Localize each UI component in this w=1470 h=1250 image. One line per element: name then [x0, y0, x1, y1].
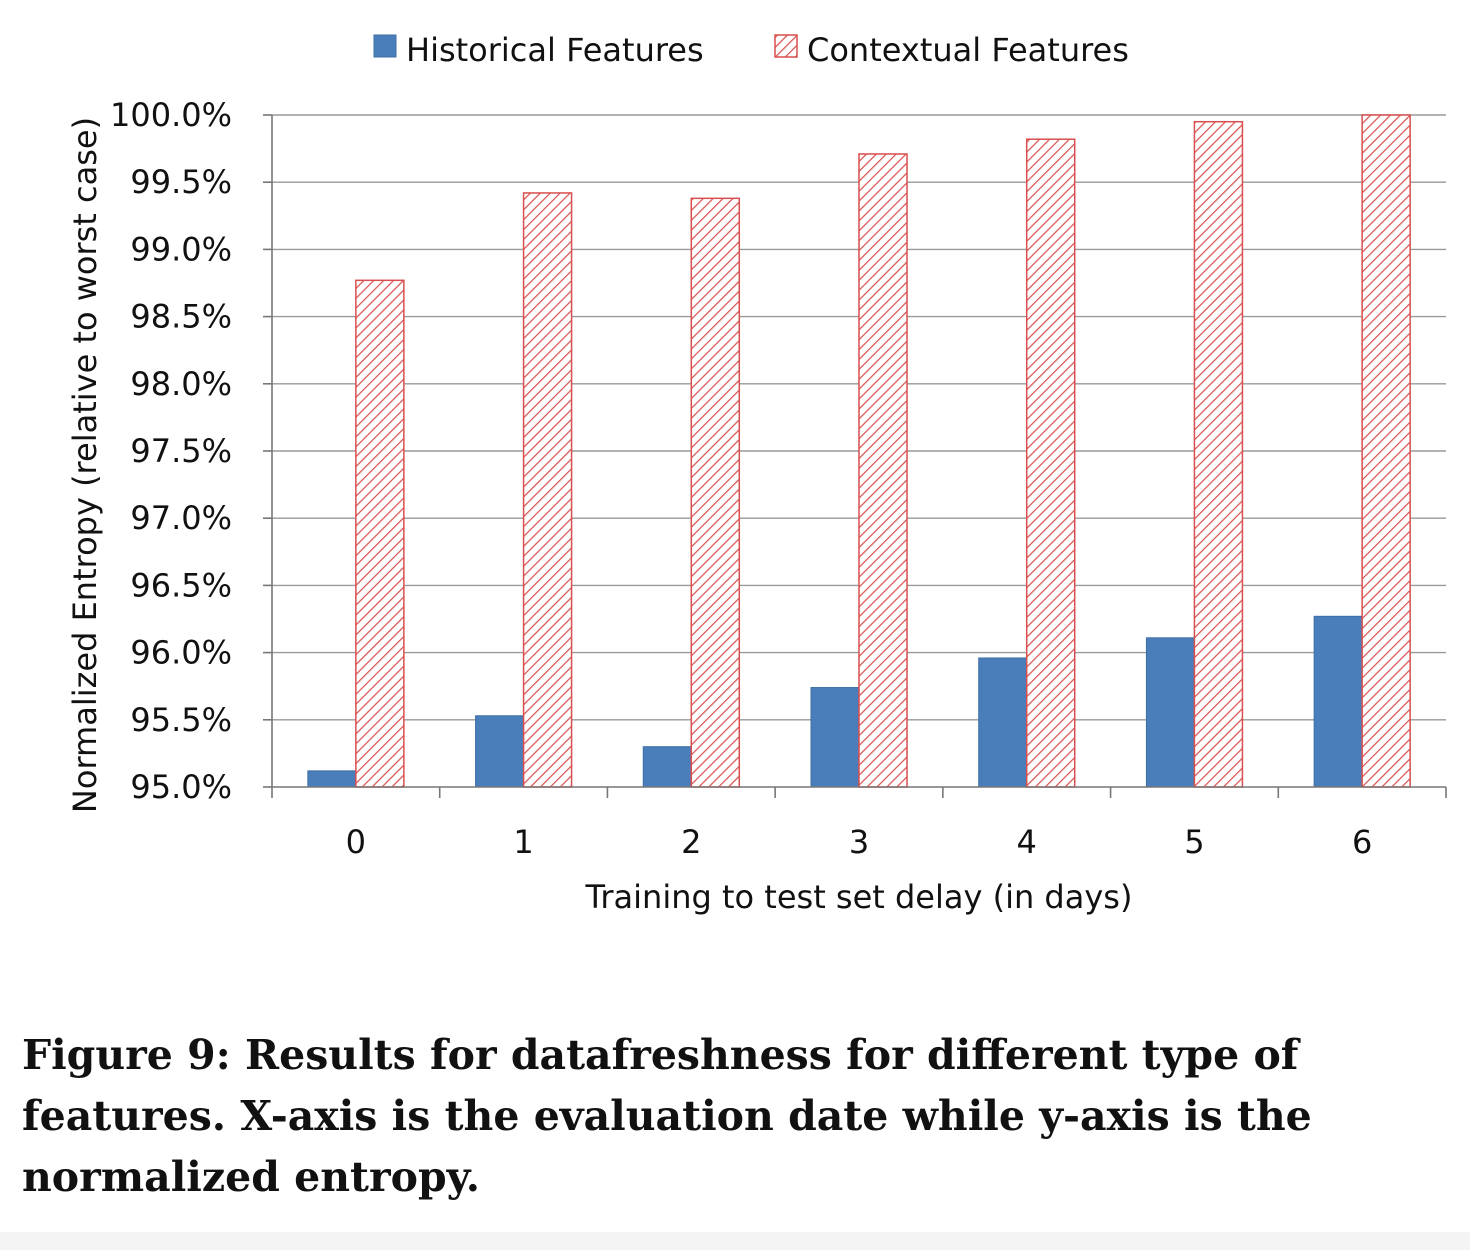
bar-historical-1: [475, 715, 525, 788]
bar-historical-0: [307, 770, 357, 788]
y-tick-label: 95.5%: [130, 701, 232, 739]
bar-contextual-2: [690, 197, 741, 788]
y-tick-label: 96.0%: [130, 634, 232, 672]
bar-historical-2: [642, 746, 692, 788]
bar-historical-4: [978, 657, 1028, 788]
y-tick-label: 96.5%: [130, 566, 232, 604]
bar-historical-3: [810, 687, 860, 788]
legend-label-historical: Historical Features: [406, 31, 704, 69]
y-tick-label: 99.0%: [130, 230, 232, 268]
bar-historical-6: [1313, 615, 1363, 788]
bars: [307, 114, 1411, 788]
bar-historical-5: [1145, 637, 1195, 788]
page-bottom-edge: [0, 1232, 1470, 1250]
legend-swatch-historical: [373, 34, 397, 58]
y-tick-label: 95.0%: [130, 768, 232, 806]
y-tick-label: 97.0%: [130, 499, 232, 537]
x-tick-label: 5: [1184, 823, 1204, 861]
bar-contextual-5: [1193, 120, 1244, 788]
x-tick-label: 2: [681, 823, 701, 861]
figure-caption: Figure 9: Results for datafreshness for …: [22, 1031, 1312, 1201]
legend-swatch-contextual: [774, 34, 798, 58]
y-tick-labels: 95.0% 95.5% 96.0% 96.5% 97.0% 97.5% 98.0% 98.5%…: [110, 96, 232, 806]
bar-chart: 95.0% 95.5% 96.0% 96.5% 97.0% 97.5% 98.0% 98.5%…: [66, 31, 1447, 916]
legend-label-contextual: Contextual Features: [807, 31, 1129, 69]
y-tick-label: 99.5%: [130, 163, 232, 201]
bar-contextual-0: [355, 279, 405, 788]
bar-contextual-6: [1361, 114, 1411, 788]
x-tick-labels: 0 1 2 3 4 5 6: [346, 823, 1373, 861]
x-tick-label: 6: [1352, 823, 1372, 861]
y-tick-label: 98.5%: [130, 298, 232, 336]
x-tick-label: 3: [849, 823, 869, 861]
y-tick-label: 98.0%: [130, 365, 232, 403]
bar-contextual-3: [858, 153, 908, 788]
y-tick-label: 100.0%: [110, 96, 232, 134]
bar-contextual-1: [522, 192, 573, 788]
y-tick-label: 97.5%: [130, 432, 232, 470]
legend: Historical Features Contextual Features: [373, 31, 1129, 69]
x-axis-label: Training to test set delay (in days): [585, 878, 1133, 916]
x-tick-label: 1: [513, 823, 533, 861]
x-tick-label: 0: [346, 823, 366, 861]
y-axis-label: Normalized Entropy (relative to worst ca…: [66, 117, 104, 813]
x-tick-label: 4: [1017, 823, 1037, 861]
bar-contextual-4: [1025, 138, 1076, 788]
axes: [263, 114, 1447, 798]
